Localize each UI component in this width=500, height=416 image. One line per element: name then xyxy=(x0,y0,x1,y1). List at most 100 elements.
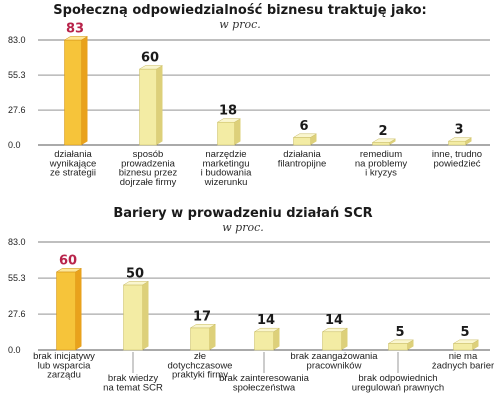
chart-barriers: Bariery w prowadzeniu działań SCR w proc… xyxy=(8,206,494,393)
bar-front xyxy=(293,137,311,146)
category-label-line: brak zainteresowania xyxy=(219,373,309,384)
category-label-line: ze strategii xyxy=(50,168,96,179)
category-label-line: dotychczasowe xyxy=(168,360,233,371)
category-label-line: prowadzenia xyxy=(121,158,176,169)
bar xyxy=(189,324,217,351)
data-label: 50 xyxy=(126,266,144,281)
bar-front xyxy=(56,271,76,351)
category-label: działania wynikające ze strategii xyxy=(49,149,96,179)
category-label: złe dotychczasowe praktyki firmy xyxy=(168,351,233,381)
category-label-line: wynikające xyxy=(49,158,96,169)
y-tick-label: 0.0 xyxy=(8,345,21,355)
category-label-line: na temat SCR xyxy=(103,382,163,393)
bar-side xyxy=(273,328,280,350)
category-label-line: lub wsparcia xyxy=(38,360,92,371)
bar-side xyxy=(341,328,348,350)
y-tick-label: 55.3 xyxy=(8,70,26,80)
category-label-line: złe xyxy=(194,351,206,362)
bar xyxy=(452,339,480,351)
data-label: 6 xyxy=(299,119,308,134)
category-label: narzędzie marketingu i budowania wizerunku xyxy=(201,149,252,188)
bar-top xyxy=(122,281,150,286)
y-tick-label: 55.3 xyxy=(8,273,26,283)
chart-1-title: Społeczną odpowiedzialność biznesu trakt… xyxy=(53,3,426,18)
category-label-line: brak inicjatywy xyxy=(33,351,95,362)
bar-front xyxy=(448,140,466,146)
data-label: 2 xyxy=(378,124,387,139)
category-label-line: żadnych barier xyxy=(432,360,494,371)
bar-side xyxy=(465,137,472,145)
category-label-line: brak zaangażowania xyxy=(290,351,378,362)
bar xyxy=(447,137,473,146)
data-label: 5 xyxy=(460,325,469,340)
bar-top xyxy=(292,133,318,138)
bar-side xyxy=(142,281,149,350)
category-label-line: i budowania xyxy=(201,168,252,179)
category-label-line: biznesu przez xyxy=(119,168,178,179)
bar-top xyxy=(321,327,349,333)
category-label-line: inne, trudno xyxy=(432,149,482,160)
category-label-line: uregulowań prawnych xyxy=(352,382,444,393)
bar-front xyxy=(254,331,274,351)
bar xyxy=(292,133,318,146)
data-label: 17 xyxy=(193,309,211,324)
y-tick-label: 27.6 xyxy=(8,309,26,319)
bar-top xyxy=(371,138,397,143)
bar xyxy=(253,327,281,351)
category-label-line: działania xyxy=(54,149,92,160)
bar xyxy=(55,268,83,351)
category-label: inne, trudno powiedzieć xyxy=(432,149,482,169)
category-label-line: narzędzie xyxy=(205,149,246,160)
bar-side xyxy=(81,36,88,145)
category-label-line: i kryzys xyxy=(365,168,397,179)
bar xyxy=(216,118,242,146)
bar-front xyxy=(322,331,342,351)
chart-2-subtitle: w proc. xyxy=(222,221,264,234)
bar xyxy=(63,36,89,146)
category-label: działania filantropijne xyxy=(278,149,327,169)
category-label-line: powiedzieć xyxy=(434,158,481,169)
category-label-line: pracowników xyxy=(307,360,362,371)
category-label: brak wiedzy na temat SCR xyxy=(103,373,163,393)
category-label: brak zainteresowania społeczeństwa xyxy=(219,373,309,393)
bar-side xyxy=(75,268,82,350)
bar-top xyxy=(138,65,164,70)
bar-front xyxy=(64,39,82,146)
bar-front xyxy=(388,343,408,351)
y-tick-label: 27.6 xyxy=(8,105,26,115)
data-label: 14 xyxy=(257,313,275,328)
chart-1-subtitle: w proc. xyxy=(219,18,261,31)
bar xyxy=(321,327,349,351)
bar-top xyxy=(452,339,480,344)
bar-top xyxy=(189,324,217,329)
data-label: 18 xyxy=(219,104,237,119)
bar-front xyxy=(453,343,473,351)
bar xyxy=(371,138,397,146)
category-label-line: marketingu xyxy=(203,158,250,169)
category-label-line: remedium xyxy=(360,149,402,160)
y-tick-label: 0.0 xyxy=(8,140,21,150)
bar xyxy=(138,65,164,146)
bar-front xyxy=(190,327,210,351)
category-label: brak odpowiednich uregulowań prawnych xyxy=(352,373,444,393)
bar-top xyxy=(253,327,281,333)
bar-top xyxy=(387,339,415,344)
category-label-line: społeczeństwa xyxy=(233,382,296,393)
bar-front xyxy=(372,142,390,146)
category-label-line: brak wiedzy xyxy=(108,373,158,384)
bar-side xyxy=(234,118,241,145)
category-label: sposób prowadzenia biznesu przez dojrzałe f… xyxy=(119,149,178,188)
data-label: 3 xyxy=(454,123,463,138)
category-label-line: na problemy xyxy=(355,158,408,169)
category-label: brak zaangażowania pracowników xyxy=(290,351,378,371)
category-label-line: filantropijne xyxy=(278,158,327,169)
chart-2-title: Bariery w prowadzeniu działań SCR xyxy=(113,206,372,221)
category-label-line: dojrzałe firmy xyxy=(120,177,177,188)
data-label: 5 xyxy=(395,325,404,340)
data-label: 14 xyxy=(325,313,343,328)
bar-side xyxy=(156,65,163,145)
bar-front xyxy=(217,121,235,146)
bar-side xyxy=(407,339,414,350)
data-label: 83 xyxy=(66,21,84,36)
